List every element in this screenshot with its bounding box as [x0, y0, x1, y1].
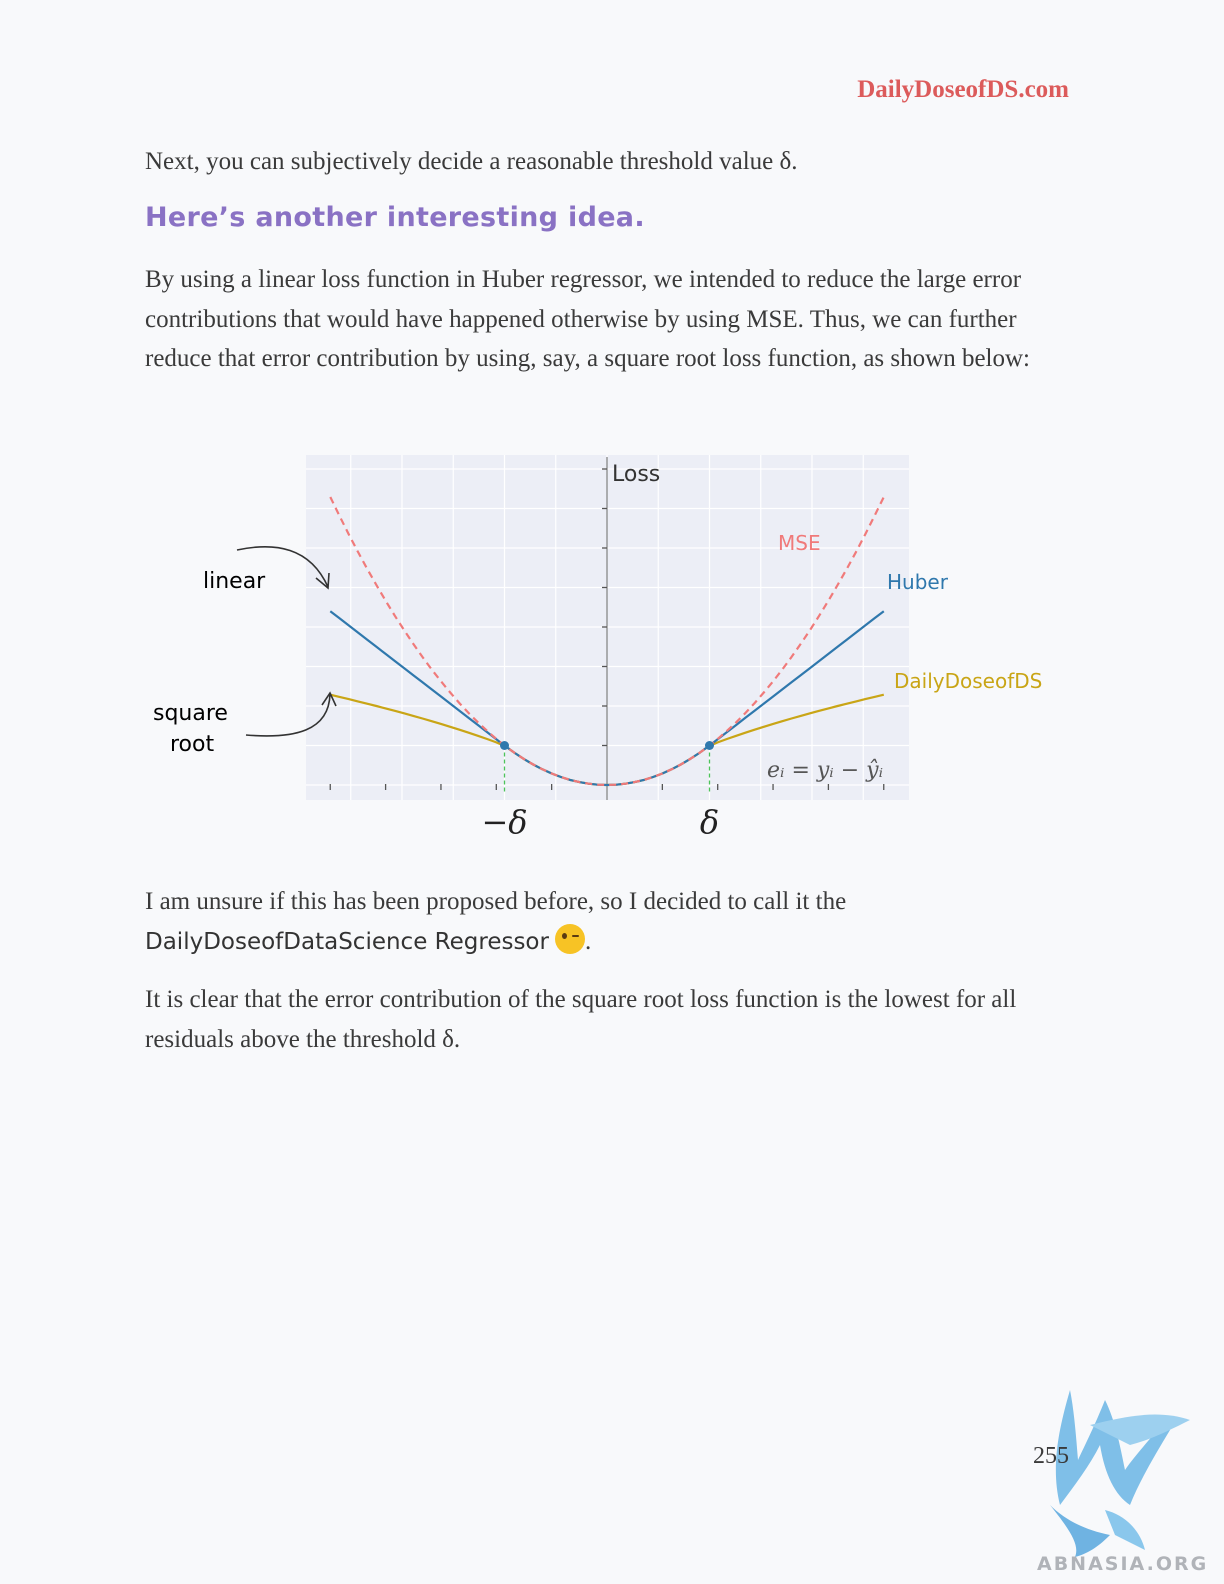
- regressor-name: DailyDoseofDataScience Regressor: [145, 928, 549, 955]
- wink-emoji-icon: [554, 923, 585, 954]
- intro-paragraph: Next, you can subjectively decide a reas…: [145, 148, 798, 175]
- root-annotation: root: [170, 732, 214, 757]
- linear-annotation: linear: [203, 569, 266, 594]
- linear-arrow: [236, 546, 329, 588]
- series-label-huber: Huber: [887, 570, 949, 594]
- square-annotation: square: [153, 701, 228, 726]
- regressor-paragraph: I am unsure if this has been proposed be…: [145, 882, 1080, 962]
- section-heading: Here’s another interesting idea.: [145, 202, 645, 233]
- series-label-dailydoseofds: DailyDoseofDS: [894, 669, 1042, 693]
- threshold-point: [705, 741, 714, 750]
- site-name[interactable]: DailyDoseofDS.com: [857, 76, 1069, 103]
- watermark-logo-icon: [1050, 1390, 1190, 1557]
- conclusion-paragraph: It is clear that the error contribution …: [145, 986, 1017, 1053]
- y-axis-label: Loss: [612, 462, 660, 487]
- loss-function-figure: Loss MSE Huber DailyDoseofDS −δ δ linear squa…: [145, 447, 1070, 855]
- series-line-mse: [329, 496, 885, 787]
- loss-chart: Loss MSE Huber DailyDoseofDS −δ δ linear squa…: [153, 455, 1042, 841]
- x-tick-label: δ: [700, 803, 719, 841]
- page-number: 255: [1033, 1443, 1069, 1469]
- residual-equation: eᵢ = yᵢ − ŷᵢ: [767, 758, 883, 783]
- watermark-text: ABNASIA.ORG: [1037, 1553, 1209, 1575]
- root-arrow: [245, 693, 331, 737]
- x-tick-label: −δ: [481, 803, 527, 841]
- regressor-period: .: [584, 927, 592, 955]
- regressor-text: I am unsure if this has been proposed be…: [145, 888, 847, 915]
- series-label-mse: MSE: [778, 531, 821, 555]
- body-paragraph: By using a linear loss function in Huber…: [145, 266, 1030, 372]
- series-line-huber: [329, 610, 885, 787]
- root-arrowhead: [321, 691, 337, 707]
- linear-arrowhead: [315, 572, 330, 590]
- threshold-point: [500, 741, 509, 750]
